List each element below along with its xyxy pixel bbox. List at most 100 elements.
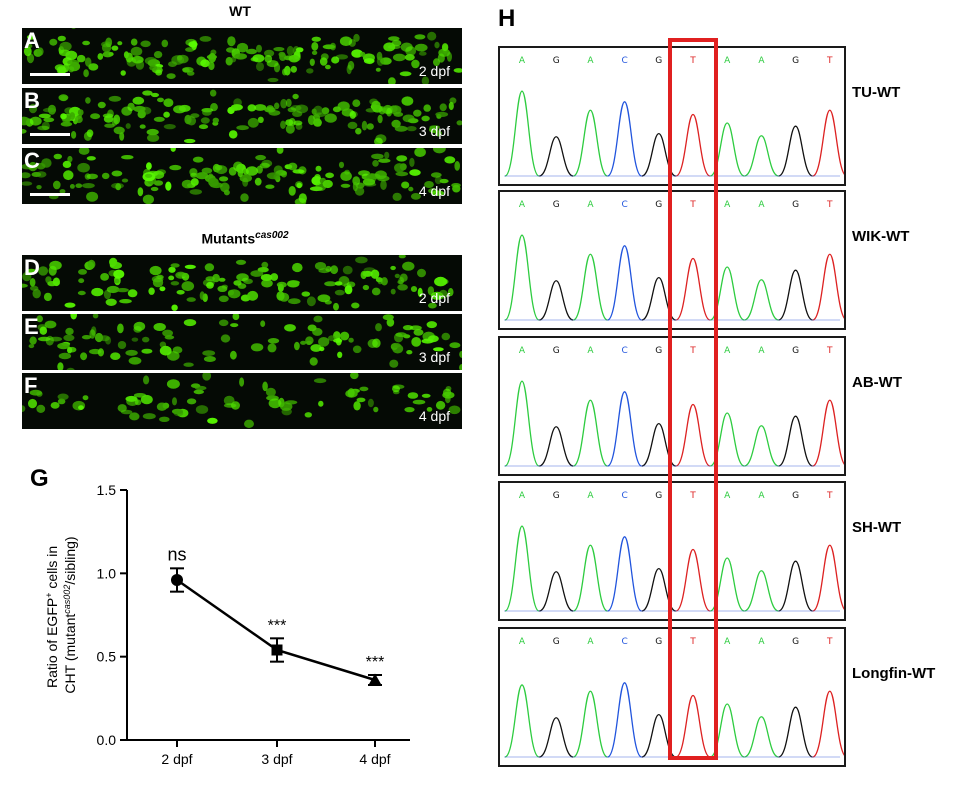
cell-blob bbox=[321, 107, 330, 115]
cell-blob bbox=[322, 179, 333, 189]
cell-blob bbox=[36, 404, 46, 413]
cell-blob bbox=[97, 348, 104, 357]
cell-blob bbox=[394, 163, 405, 173]
cell-blob bbox=[414, 34, 426, 40]
cell-blob bbox=[163, 124, 176, 130]
cell-blob bbox=[309, 357, 318, 366]
micro-image-b bbox=[22, 89, 462, 144]
cell-blob bbox=[456, 120, 462, 126]
base-call-label: A bbox=[758, 200, 765, 210]
cell-blob bbox=[276, 291, 285, 301]
cell-blob bbox=[270, 273, 279, 281]
cell-blob bbox=[441, 43, 449, 52]
cell-blob bbox=[190, 178, 199, 186]
cell-blob bbox=[53, 180, 61, 190]
cell-blob bbox=[344, 285, 353, 295]
cell-blob bbox=[315, 120, 322, 127]
cell-blob bbox=[143, 375, 150, 385]
cell-blob bbox=[273, 173, 281, 181]
cell-blob bbox=[31, 172, 42, 177]
cell-blob bbox=[448, 101, 454, 111]
y-tick-label: 0.5 bbox=[97, 649, 117, 665]
cell-blob bbox=[198, 124, 209, 130]
cell-blob bbox=[306, 340, 312, 345]
cell-blob bbox=[280, 120, 286, 129]
significance-label: *** bbox=[366, 654, 385, 671]
cell-blob bbox=[399, 273, 408, 282]
cell-blob bbox=[69, 184, 75, 189]
y-axis-label: Ratio of EGFP+ cells in CHT (mutantcas00… bbox=[44, 536, 78, 693]
cell-blob bbox=[250, 270, 264, 277]
cell-blob bbox=[352, 181, 358, 192]
cell-blob bbox=[265, 184, 275, 189]
cell-blob bbox=[29, 336, 37, 345]
base-call-label: C bbox=[621, 56, 627, 66]
base-call-label: T bbox=[689, 200, 696, 210]
panel-letter-e: E bbox=[24, 314, 39, 339]
cell-blob bbox=[203, 356, 216, 362]
cell-blob bbox=[408, 186, 414, 192]
cell-blob bbox=[311, 42, 319, 51]
cell-blob bbox=[223, 395, 235, 406]
cell-blob bbox=[374, 170, 387, 180]
cell-blob bbox=[274, 102, 280, 110]
cell-blob bbox=[119, 132, 125, 141]
cell-blob bbox=[200, 117, 210, 124]
cell-blob bbox=[434, 130, 442, 137]
cell-blob bbox=[280, 98, 288, 109]
trace-peak bbox=[778, 415, 813, 467]
cell-blob bbox=[86, 191, 99, 202]
cell-blob bbox=[392, 385, 400, 393]
cell-blob bbox=[208, 52, 217, 63]
cell-blob bbox=[417, 287, 423, 298]
cell-blob bbox=[432, 190, 445, 196]
cell-blob bbox=[287, 280, 300, 285]
cell-blob bbox=[117, 404, 127, 413]
cell-blob bbox=[102, 51, 113, 58]
cell-blob bbox=[260, 274, 273, 281]
cell-blob bbox=[401, 181, 410, 189]
cell-blob bbox=[218, 295, 229, 303]
cell-blob bbox=[261, 261, 269, 269]
cell-blob bbox=[353, 33, 360, 42]
cell-blob bbox=[414, 148, 426, 157]
trace-peak bbox=[812, 253, 844, 321]
trace-peak bbox=[573, 544, 608, 612]
cell-blob bbox=[142, 90, 153, 96]
trace-peak bbox=[504, 380, 540, 467]
cell-blob bbox=[447, 288, 454, 297]
cell-blob bbox=[288, 54, 300, 63]
trace-peak bbox=[778, 125, 813, 177]
cell-blob bbox=[250, 343, 264, 352]
trace-peak bbox=[573, 690, 608, 758]
cell-blob bbox=[360, 51, 366, 57]
cell-blob bbox=[22, 128, 27, 134]
cell-blob bbox=[139, 106, 152, 115]
cell-blob bbox=[257, 116, 264, 123]
cell-blob bbox=[121, 178, 129, 183]
cell-blob bbox=[163, 111, 170, 118]
cell-blob bbox=[391, 119, 401, 128]
cell-blob bbox=[82, 183, 95, 189]
cell-blob bbox=[116, 288, 129, 293]
micro-day-d: 2 dpf bbox=[418, 290, 450, 306]
cell-blob bbox=[210, 89, 217, 97]
cell-blob bbox=[315, 165, 322, 172]
cell-blob bbox=[339, 36, 353, 46]
trace-peak bbox=[606, 536, 643, 612]
y-tick-label: 1.0 bbox=[97, 565, 117, 581]
cell-blob bbox=[59, 189, 66, 194]
cell-blob bbox=[151, 275, 164, 283]
scale-bar-c bbox=[30, 193, 70, 196]
cell-blob bbox=[64, 302, 76, 308]
cell-blob bbox=[75, 183, 83, 188]
cell-blob bbox=[163, 98, 174, 107]
cell-blob bbox=[193, 389, 204, 395]
cell-blob bbox=[139, 124, 146, 129]
cell-blob bbox=[56, 66, 67, 75]
cell-blob bbox=[340, 183, 351, 188]
cell-blob bbox=[48, 265, 57, 276]
cell-blob bbox=[452, 184, 461, 193]
cell-blob bbox=[99, 335, 110, 342]
cell-blob bbox=[63, 334, 75, 342]
